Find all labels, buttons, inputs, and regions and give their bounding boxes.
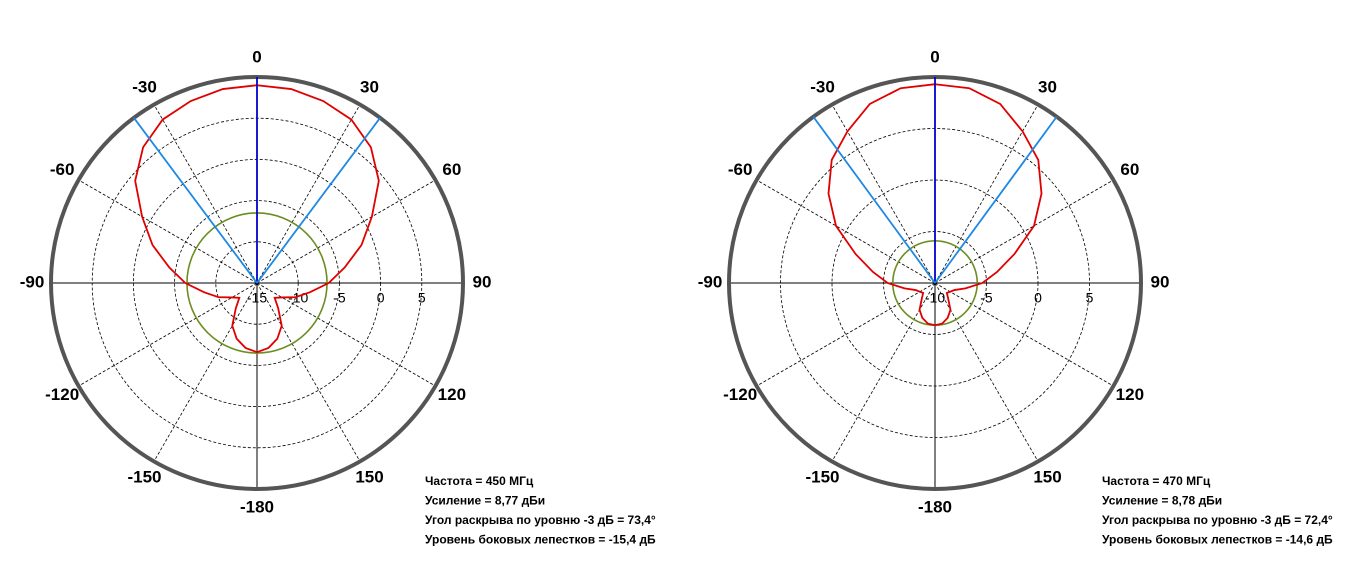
info-line: Уровень боковых лепестков = -15,4 дБ (425, 533, 656, 547)
angle-label: 30 (1038, 78, 1057, 97)
angle-label: -60 (728, 160, 753, 179)
beam-line (812, 116, 936, 284)
info-line: Уровень боковых лепестков = -14,6 дБ (1102, 533, 1333, 547)
angle-label: -120 (723, 385, 757, 404)
angle-label: -30 (810, 78, 835, 97)
spoke (256, 104, 361, 284)
spoke (153, 282, 258, 462)
angle-label: -60 (50, 160, 75, 179)
info-line: Усиление = 8,77 дБи (425, 494, 545, 508)
angle-label: -120 (45, 385, 79, 404)
info-line: Угол раскрыва по уровню -3 дБ = 73,4° (425, 513, 656, 527)
spoke (756, 282, 936, 387)
spoke (78, 179, 258, 284)
spoke (153, 104, 258, 284)
info-line: Усиление = 8,78 дБи (1102, 494, 1222, 508)
radial-label: -5 (333, 290, 346, 306)
spoke (78, 282, 258, 387)
angle-label: 60 (1120, 160, 1139, 179)
radial-label: 0 (1034, 290, 1042, 306)
angle-label: -180 (918, 497, 952, 516)
angle-label: 150 (355, 467, 383, 486)
spoke (256, 282, 361, 462)
angle-label: 120 (438, 385, 466, 404)
radial-label: -15 (247, 290, 267, 306)
spoke (831, 282, 936, 462)
polar-plot: 0 30 60 90 120 150 -180 -150 -120 -90 -60 -30 -10 -5 0… (698, 47, 1333, 546)
pattern-line (827, 83, 1043, 327)
radial-label: 5 (1086, 290, 1094, 306)
angle-label: 60 (442, 160, 461, 179)
beam-line (256, 117, 381, 284)
info-line: Угол раскрыва по уровню -3 дБ = 72,4° (1102, 513, 1333, 527)
spoke (934, 179, 1114, 284)
angle-label: 120 (1116, 385, 1144, 404)
angle-label: -150 (127, 467, 161, 486)
spoke (256, 282, 436, 387)
beam-line (133, 117, 258, 284)
angle-label: -150 (805, 467, 839, 486)
spoke (934, 282, 1039, 462)
angle-label: 90 (473, 272, 492, 291)
beam-line (934, 116, 1058, 284)
info-line: Частота = 470 МГц (1102, 474, 1211, 488)
angle-label: 150 (1033, 467, 1061, 486)
pattern-line (134, 84, 380, 354)
radial-label: -5 (980, 290, 993, 306)
radial-label: 5 (418, 290, 426, 306)
angle-label: -30 (132, 78, 157, 97)
angle-label: 0 (930, 47, 939, 66)
info-line: Частота = 450 МГц (425, 474, 534, 488)
angle-label: -180 (240, 497, 274, 516)
angle-label: -90 (698, 272, 723, 291)
radial-label: 0 (377, 290, 385, 306)
angle-label: -90 (20, 272, 45, 291)
angle-label: 90 (1151, 272, 1170, 291)
angle-label: 0 (252, 47, 261, 66)
radial-label: -10 (925, 290, 945, 306)
spoke (831, 104, 936, 284)
spoke (934, 104, 1039, 284)
spoke (756, 179, 936, 284)
angle-label: 30 (360, 78, 379, 97)
spoke (934, 282, 1114, 387)
spoke (256, 179, 436, 284)
